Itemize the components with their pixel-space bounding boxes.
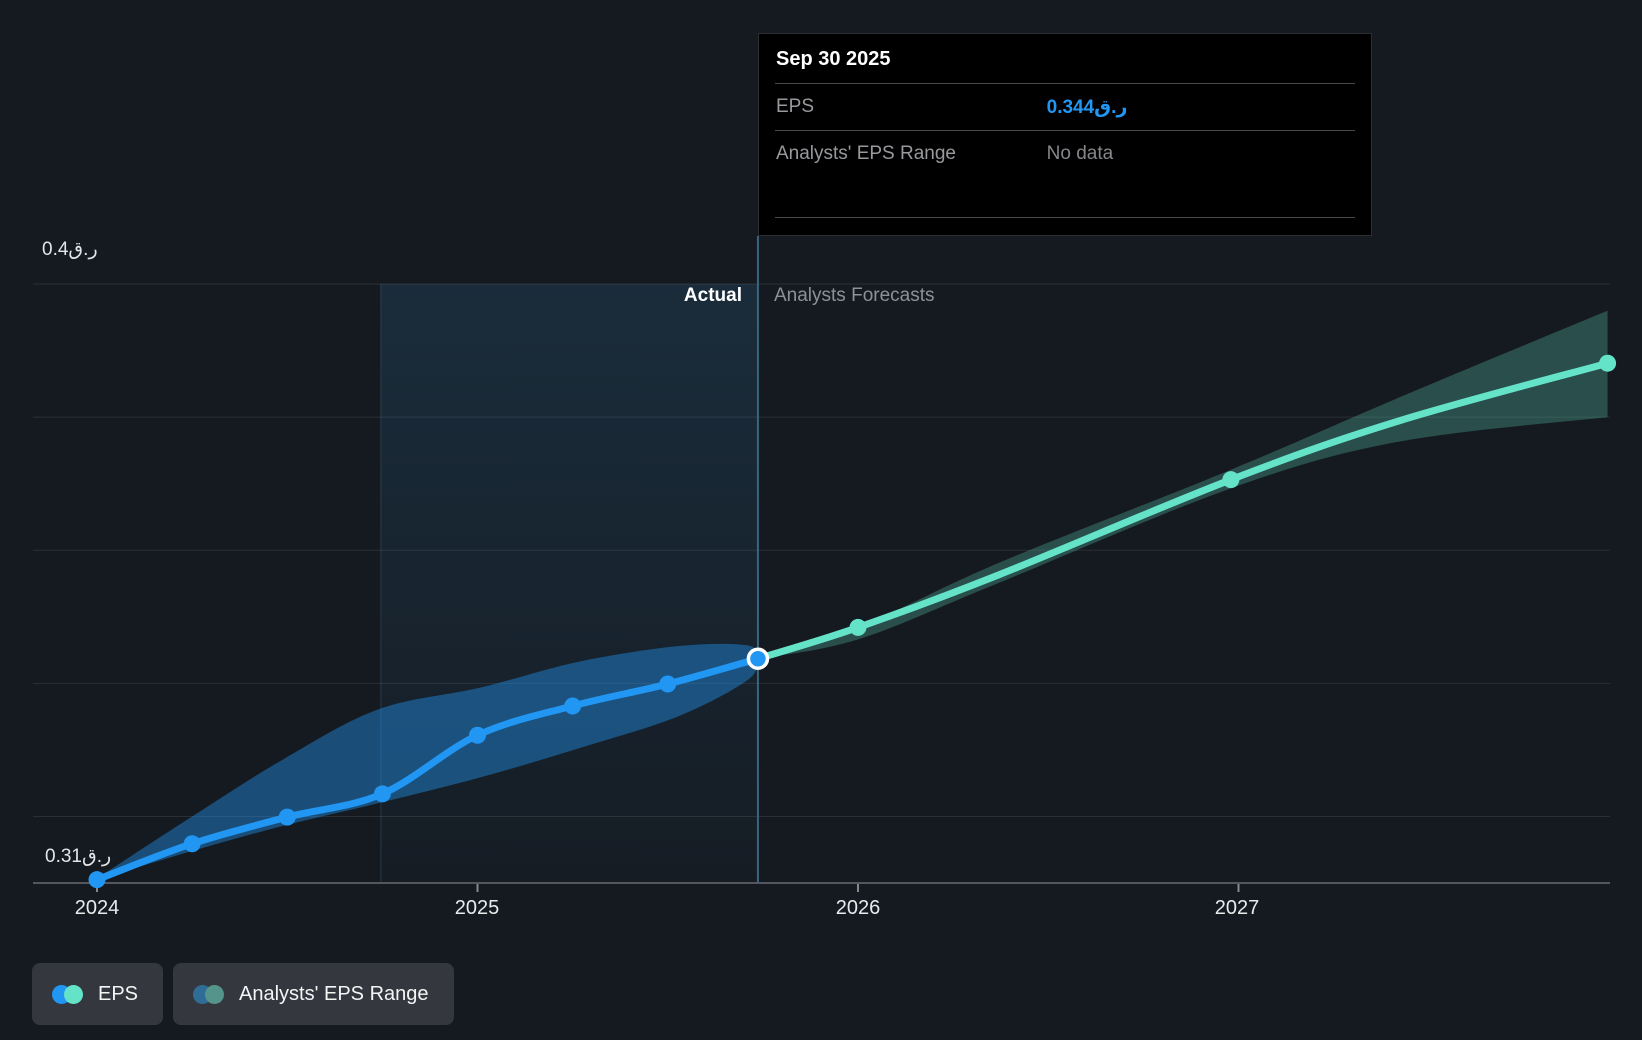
tooltip-bottom-pad <box>759 218 1371 235</box>
tooltip-date: Sep 30 2025 <box>776 48 891 70</box>
x-axis-label-2025: 2025 <box>454 897 500 919</box>
tooltip-divider <box>775 217 1355 218</box>
eps-actual-point[interactable] <box>88 871 106 889</box>
actual-highlight-band <box>380 284 758 883</box>
y-axis-label-max: 0.4ر.ق <box>42 239 98 260</box>
range-teal-swatch-icon <box>205 984 225 1004</box>
eps-actual-point[interactable] <box>659 675 677 693</box>
x-axis-label-2027: 2027 <box>1214 897 1260 919</box>
x-axis-label-2024: 2024 <box>74 897 120 919</box>
forecast-section-label: Analysts Forecasts <box>774 285 935 306</box>
tooltip: Sep 30 2025 EPS 0.344ر.ق Analysts' EPS R… <box>758 33 1372 236</box>
legend-item-eps[interactable]: EPS <box>32 963 164 1025</box>
eps-actual-point[interactable] <box>183 835 201 853</box>
eps-actual-point[interactable] <box>278 808 296 826</box>
tooltip-range-label: Analysts' EPS Range <box>776 143 956 164</box>
tooltip-divider <box>775 130 1355 131</box>
tooltip-eps-value: 0.344ر.ق <box>1046 96 1128 118</box>
eps-forecast-point[interactable] <box>849 618 867 636</box>
tooltip-eps-label: EPS <box>776 96 815 117</box>
eps-teal-swatch-icon <box>64 984 83 1004</box>
actual-section-label: Actual <box>683 285 742 306</box>
eps-actual-point[interactable] <box>564 697 582 715</box>
tooltip-spacer <box>759 177 1371 217</box>
x-axis-label-2026: 2026 <box>835 897 881 919</box>
eps-selected-point[interactable] <box>746 647 770 670</box>
eps-forecast-point[interactable] <box>1222 471 1240 489</box>
legend-range-label: Analysts' EPS Range <box>239 982 429 1005</box>
y-axis-label-min: 0.31ر.ق <box>45 846 112 867</box>
eps-actual-point[interactable] <box>373 785 391 803</box>
tooltip-range-value: No data <box>1046 143 1114 164</box>
legend-item-analysts-eps-range[interactable]: Analysts' EPS Range <box>173 963 454 1025</box>
legend: EPS Analysts' EPS Range <box>32 963 454 1025</box>
eps-actual-point[interactable] <box>469 726 486 744</box>
tooltip-row-eps-range: Analysts' EPS Range No data <box>759 131 1371 177</box>
legend-eps-label: EPS <box>98 982 139 1005</box>
tooltip-row-eps: EPS 0.344ر.ق <box>759 84 1371 130</box>
tooltip-divider <box>775 83 1355 84</box>
eps-forecast-point[interactable] <box>1599 354 1617 372</box>
analysts-eps-range-band <box>757 310 1608 659</box>
